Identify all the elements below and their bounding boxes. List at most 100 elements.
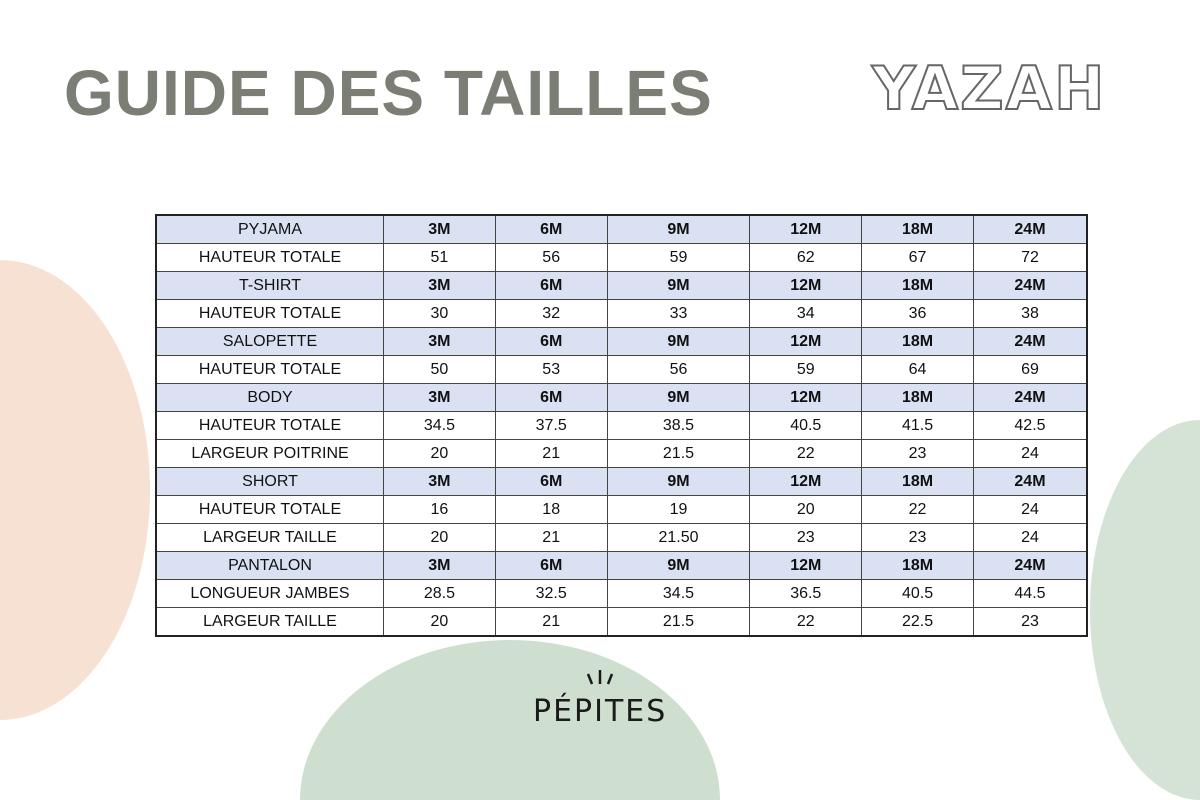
measurement-value: 36.5 bbox=[749, 579, 863, 608]
measurement-label: HAUTEUR TOTALE bbox=[155, 299, 384, 328]
size-label: 9M bbox=[606, 383, 751, 412]
measurement-row: HAUTEUR TOTALE 51 56 59 62 67 72 bbox=[155, 243, 1088, 272]
size-label: 12M bbox=[749, 214, 863, 244]
measurement-value: 56 bbox=[606, 355, 751, 384]
measurement-label: HAUTEUR TOTALE bbox=[155, 355, 384, 384]
green-watercolor-blob-right bbox=[1090, 420, 1200, 800]
measurement-value: 32 bbox=[494, 299, 608, 328]
measurement-value: 59 bbox=[749, 355, 863, 384]
peach-watercolor-blob bbox=[0, 260, 150, 720]
measurement-value: 21 bbox=[494, 607, 608, 637]
size-label: 3M bbox=[383, 383, 496, 412]
size-label: 12M bbox=[749, 383, 863, 412]
measurement-value: 36 bbox=[861, 299, 974, 328]
garment-name: SALOPETTE bbox=[155, 327, 384, 356]
size-label: 18M bbox=[861, 271, 974, 300]
size-table: PYJAMA 3M 6M 9M 12M 18M 24M HAUTEUR TOTALE 51 56 5… bbox=[155, 214, 1088, 637]
size-label: 3M bbox=[383, 327, 496, 356]
measurement-value: 22 bbox=[861, 495, 974, 524]
yazah-logo: YAZAH bbox=[871, 53, 1107, 125]
measurement-value: 19 bbox=[606, 495, 751, 524]
measurement-value: 21.5 bbox=[606, 439, 751, 468]
size-label: 12M bbox=[749, 327, 863, 356]
size-label: 18M bbox=[861, 467, 974, 496]
measurement-value: 44.5 bbox=[972, 579, 1088, 608]
garment-header-row: SHORT 3M 6M 9M 12M 18M 24M bbox=[155, 467, 1088, 496]
measurement-value: 69 bbox=[972, 355, 1088, 384]
size-label: 12M bbox=[749, 467, 863, 496]
size-label: 12M bbox=[749, 551, 863, 580]
measurement-value: 34 bbox=[749, 299, 863, 328]
measurement-value: 22.5 bbox=[861, 607, 974, 637]
measurement-value: 38.5 bbox=[606, 411, 751, 440]
measurement-value: 32.5 bbox=[494, 579, 608, 608]
measurement-value: 22 bbox=[749, 607, 863, 637]
measurement-value: 72 bbox=[972, 243, 1088, 272]
size-label: 18M bbox=[861, 327, 974, 356]
measurement-value: 21.5 bbox=[606, 607, 751, 637]
size-label: 9M bbox=[606, 551, 751, 580]
garment-header-row: SALOPETTE 3M 6M 9M 12M 18M 24M bbox=[155, 327, 1088, 356]
size-label: 9M bbox=[606, 327, 751, 356]
measurement-value: 53 bbox=[494, 355, 608, 384]
measurement-value: 62 bbox=[749, 243, 863, 272]
measurement-value: 64 bbox=[861, 355, 974, 384]
size-label: 3M bbox=[383, 214, 496, 244]
measurement-label: LARGEUR POITRINE bbox=[155, 439, 384, 468]
measurement-value: 20 bbox=[383, 439, 496, 468]
measurement-value: 21.50 bbox=[606, 523, 751, 552]
measurement-value: 16 bbox=[383, 495, 496, 524]
measurement-value: 37.5 bbox=[494, 411, 608, 440]
measurement-value: 34.5 bbox=[383, 411, 496, 440]
measurement-value: 20 bbox=[383, 523, 496, 552]
measurement-label: LONGUEUR JAMBES bbox=[155, 579, 384, 608]
measurement-value: 51 bbox=[383, 243, 496, 272]
garment-header-row: BODY 3M 6M 9M 12M 18M 24M bbox=[155, 383, 1088, 412]
size-label: 24M bbox=[972, 551, 1088, 580]
measurement-value: 34.5 bbox=[606, 579, 751, 608]
measurement-value: 24 bbox=[972, 495, 1088, 524]
measurement-value: 40.5 bbox=[749, 411, 863, 440]
size-label: 24M bbox=[972, 214, 1088, 244]
size-label: 9M bbox=[606, 214, 751, 244]
measurement-value: 22 bbox=[749, 439, 863, 468]
measurement-value: 30 bbox=[383, 299, 496, 328]
pepites-sparkle-icon bbox=[586, 670, 614, 685]
measurement-value: 20 bbox=[383, 607, 496, 637]
measurement-value: 33 bbox=[606, 299, 751, 328]
garment-header-row: PYJAMA 3M 6M 9M 12M 18M 24M bbox=[155, 214, 1088, 244]
measurement-value: 20 bbox=[749, 495, 863, 524]
measurement-value: 42.5 bbox=[972, 411, 1088, 440]
measurement-value: 23 bbox=[861, 523, 974, 552]
measurement-value: 18 bbox=[494, 495, 608, 524]
measurement-value: 23 bbox=[749, 523, 863, 552]
measurement-value: 56 bbox=[494, 243, 608, 272]
measurement-label: HAUTEUR TOTALE bbox=[155, 495, 384, 524]
pepites-logo: PÉPITES bbox=[533, 694, 668, 729]
measurement-row: HAUTEUR TOTALE 50 53 56 59 64 69 bbox=[155, 355, 1088, 384]
page-title: GUIDE DES TAILLES bbox=[64, 57, 713, 129]
size-label: 3M bbox=[383, 467, 496, 496]
size-label: 6M bbox=[494, 551, 608, 580]
size-label: 24M bbox=[972, 271, 1088, 300]
measurement-label: HAUTEUR TOTALE bbox=[155, 243, 384, 272]
measurement-value: 23 bbox=[972, 607, 1088, 637]
garment-header-row: PANTALON 3M 6M 9M 12M 18M 24M bbox=[155, 551, 1088, 580]
garment-name: PYJAMA bbox=[155, 214, 384, 244]
garment-name: BODY bbox=[155, 383, 384, 412]
measurement-value: 21 bbox=[494, 439, 608, 468]
measurement-value: 50 bbox=[383, 355, 496, 384]
measurement-value: 41.5 bbox=[861, 411, 974, 440]
size-label: 6M bbox=[494, 383, 608, 412]
measurement-value: 21 bbox=[494, 523, 608, 552]
measurement-value: 59 bbox=[606, 243, 751, 272]
measurement-value: 24 bbox=[972, 523, 1088, 552]
measurement-value: 28.5 bbox=[383, 579, 496, 608]
measurement-value: 24 bbox=[972, 439, 1088, 468]
size-label: 24M bbox=[972, 383, 1088, 412]
size-label: 18M bbox=[861, 214, 974, 244]
measurement-label: HAUTEUR TOTALE bbox=[155, 411, 384, 440]
size-label: 18M bbox=[861, 551, 974, 580]
measurement-value: 23 bbox=[861, 439, 974, 468]
size-label: 6M bbox=[494, 467, 608, 496]
